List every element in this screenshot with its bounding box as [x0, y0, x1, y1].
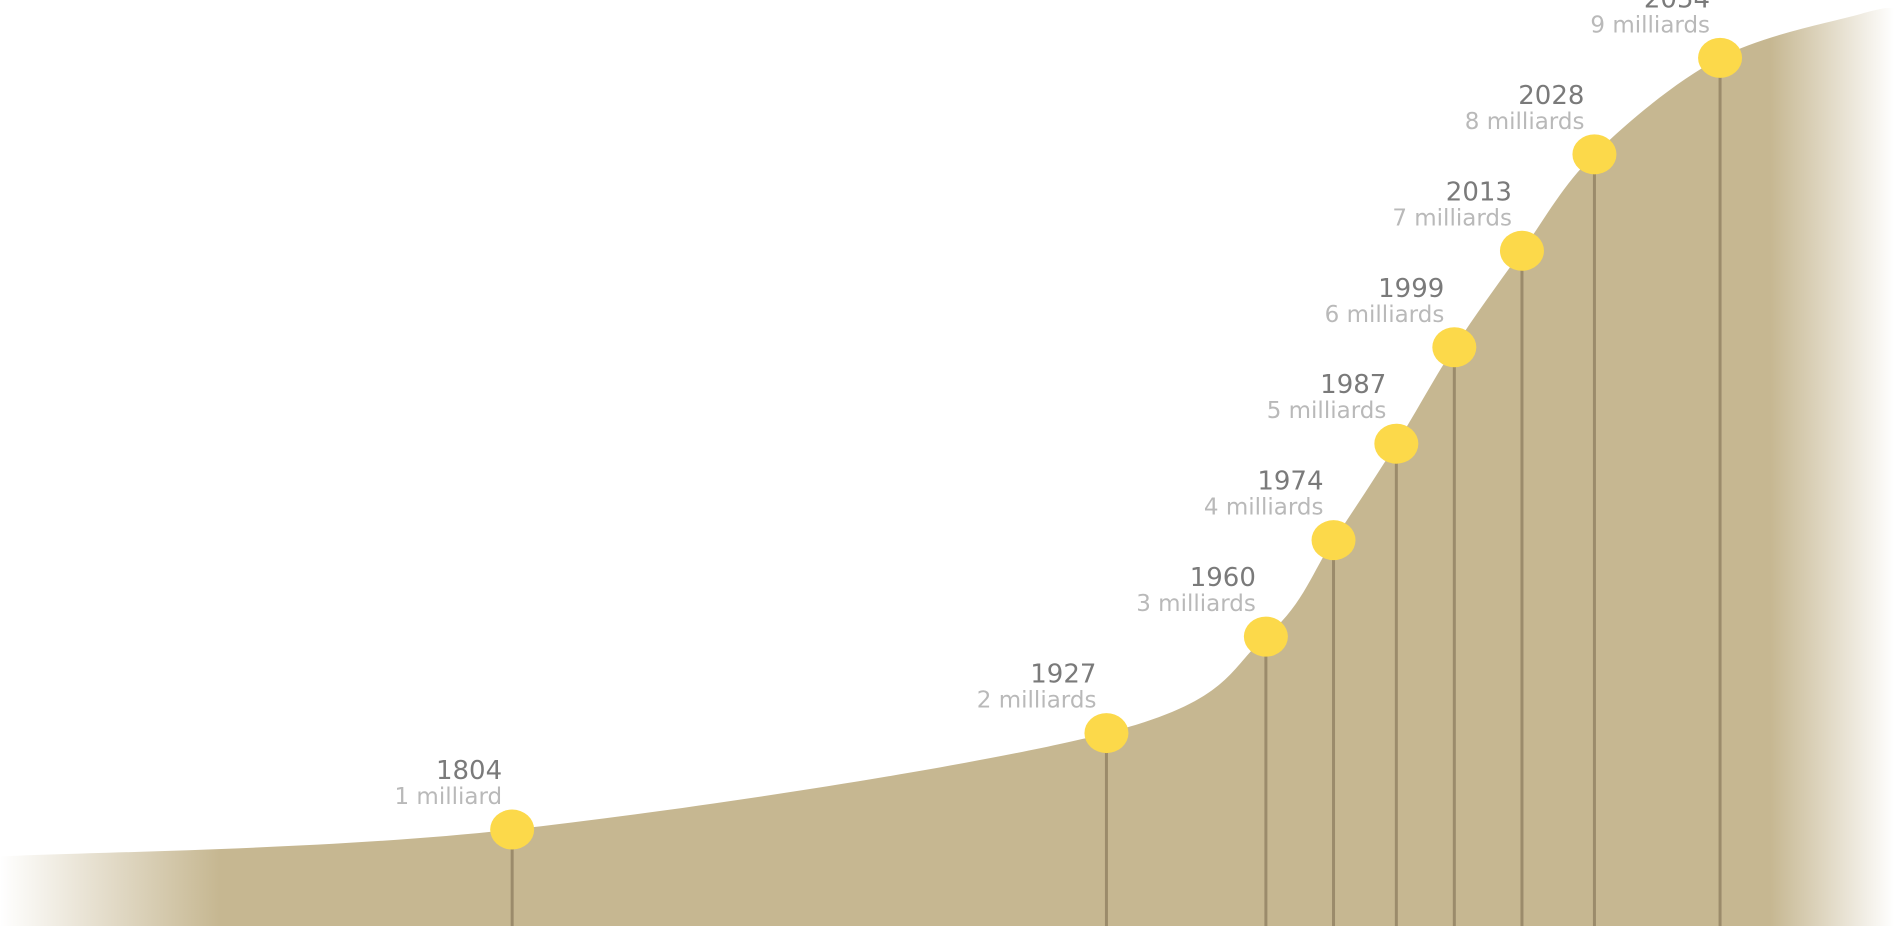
right-fade [1770, 0, 1894, 926]
year-label: 1960 [1190, 563, 1256, 593]
value-label: 4 milliards [1204, 495, 1324, 521]
year-label: 1987 [1320, 370, 1386, 400]
point [1698, 37, 1743, 78]
year-label: 2054 [1644, 0, 1710, 14]
year-label: 2028 [1518, 81, 1584, 111]
year-label: 1804 [436, 756, 502, 786]
point [1572, 134, 1617, 175]
year-label: 1974 [1257, 467, 1323, 497]
point [490, 809, 535, 850]
point [1374, 423, 1419, 464]
point [1499, 230, 1544, 271]
value-label: 6 milliards [1325, 302, 1445, 328]
value-label: 1 milliard [394, 784, 502, 810]
value-label: 2 milliards [977, 688, 1097, 714]
point [1432, 327, 1477, 368]
value-label: 9 milliards [1590, 12, 1710, 38]
left-fade [0, 0, 220, 926]
area [0, 7, 1894, 926]
year-label: 2013 [1446, 177, 1512, 207]
value-label: 5 milliards [1267, 398, 1387, 424]
year-label: 1927 [1030, 660, 1096, 690]
value-label: 7 milliards [1392, 205, 1512, 231]
year-label: 1999 [1378, 274, 1444, 304]
value-label: 8 milliards [1465, 109, 1585, 135]
area-layer [0, 7, 1894, 926]
point [1311, 520, 1356, 561]
value-label: 3 milliards [1136, 591, 1256, 617]
point [1084, 713, 1129, 754]
point [1243, 616, 1288, 657]
